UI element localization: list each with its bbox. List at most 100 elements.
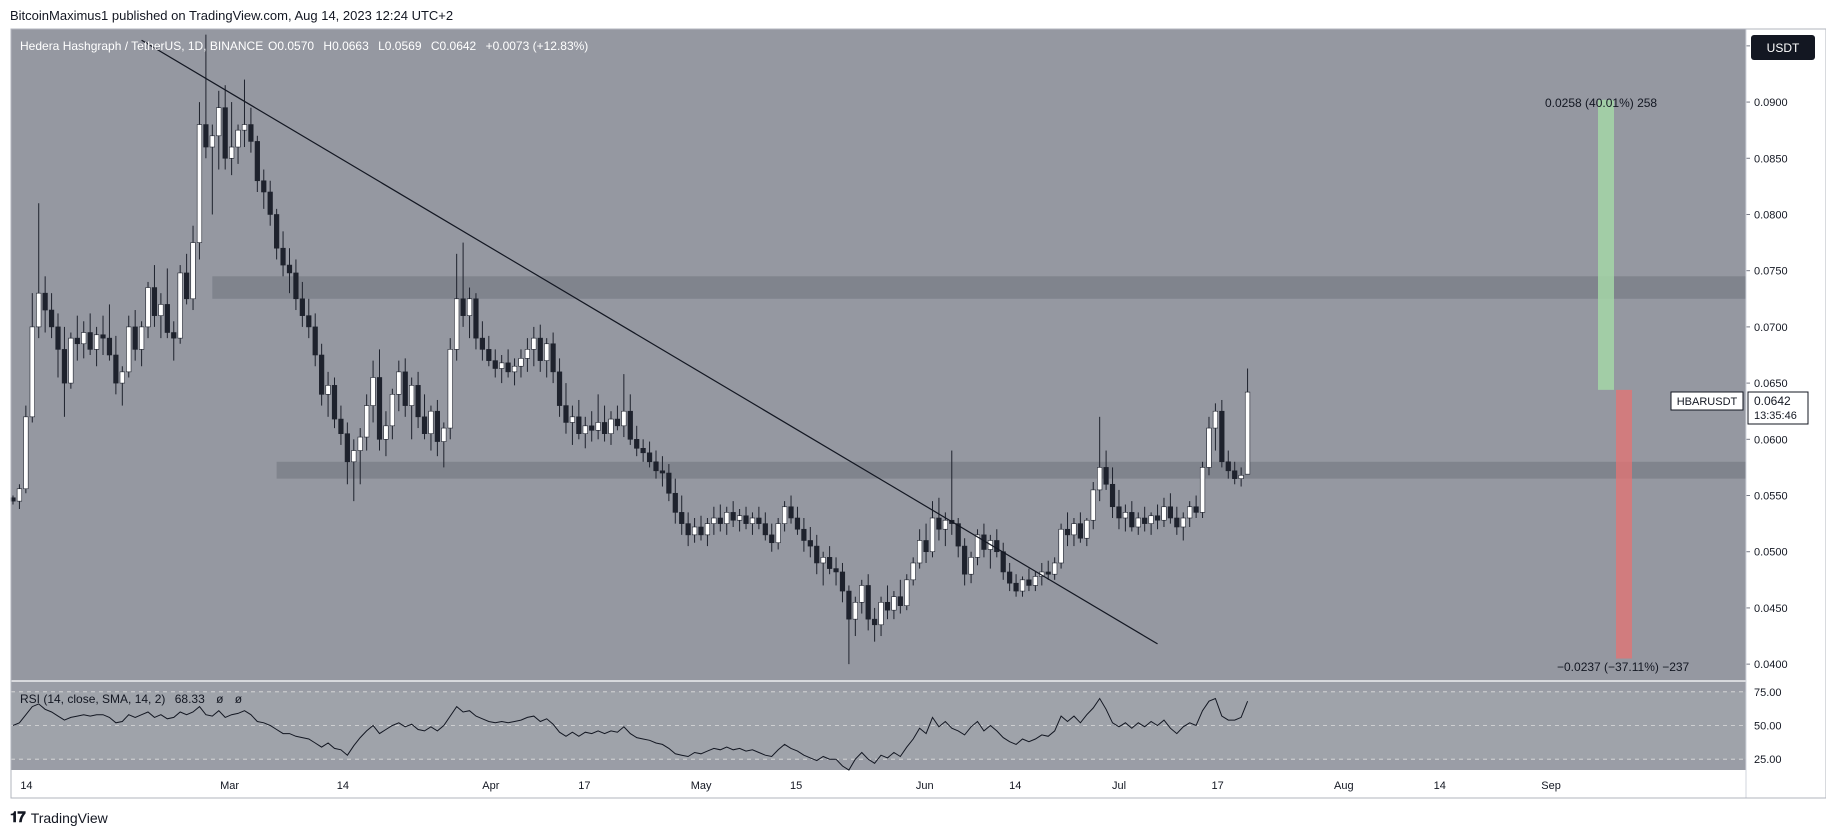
candle-body xyxy=(1077,523,1083,539)
candle xyxy=(171,321,177,361)
candle-body xyxy=(203,124,209,148)
candle-body xyxy=(614,418,621,427)
candle xyxy=(801,518,807,552)
candle-body xyxy=(479,337,485,350)
candle xyxy=(177,265,183,344)
candle-body xyxy=(100,334,106,339)
support-zone[interactable] xyxy=(276,461,1746,479)
candle-body xyxy=(280,247,286,266)
candle-body xyxy=(1219,410,1225,463)
candle xyxy=(81,321,87,359)
candle xyxy=(274,208,280,260)
candle xyxy=(544,338,550,378)
candle xyxy=(833,557,839,586)
candle-body xyxy=(872,618,878,626)
candle xyxy=(1142,506,1148,532)
candle xyxy=(376,349,383,451)
candle-body xyxy=(1167,506,1173,519)
candle xyxy=(679,495,685,535)
time-tick-label: Mar xyxy=(220,780,239,792)
candle-body xyxy=(646,452,653,463)
candle xyxy=(1103,450,1109,490)
candle-body xyxy=(370,377,376,406)
candle xyxy=(486,335,492,367)
candle xyxy=(691,518,698,543)
candle xyxy=(209,124,215,215)
legend-ohlc: O0.0570 H0.0663 L0.0569 C0.0642 +0.0073 … xyxy=(268,39,588,53)
candle-body xyxy=(601,422,608,434)
candle xyxy=(891,591,897,620)
candle-body xyxy=(312,326,318,356)
candle-body xyxy=(994,540,1000,553)
candle xyxy=(582,416,588,449)
candle xyxy=(184,253,190,305)
candle-body xyxy=(891,596,897,611)
candle-body xyxy=(319,354,325,395)
candle-body xyxy=(1000,551,1006,573)
candle xyxy=(1167,493,1173,524)
candle-body xyxy=(865,585,871,620)
candle xyxy=(1058,523,1064,569)
ohlc-l-value: 0.0569 xyxy=(385,39,422,53)
candle-body xyxy=(306,315,312,328)
candle xyxy=(994,529,1000,558)
candle xyxy=(923,523,929,563)
tradingview-logo-icon: 𝟏𝟕 xyxy=(10,809,26,826)
candle xyxy=(229,102,235,176)
candle xyxy=(190,225,196,311)
candle-body xyxy=(254,141,260,182)
candle xyxy=(859,579,865,614)
candle xyxy=(505,349,511,378)
resistance-zone[interactable] xyxy=(212,276,1747,299)
measure-up-box[interactable] xyxy=(1598,99,1614,390)
candle xyxy=(820,551,826,586)
descending-trendline[interactable] xyxy=(141,39,1158,645)
legend-symbol[interactable]: Hedera Hashgraph / TetherUS, 1D, BINANCE xyxy=(20,39,263,53)
candle-body xyxy=(666,472,672,494)
candle xyxy=(511,358,518,386)
candle xyxy=(132,310,138,361)
candle-body xyxy=(113,354,119,384)
candle-body xyxy=(929,517,936,553)
candle-body xyxy=(762,523,768,536)
measure-down-box[interactable] xyxy=(1616,389,1632,659)
candle xyxy=(627,394,633,445)
candle-body xyxy=(717,517,723,524)
candle-body xyxy=(209,135,215,148)
candle xyxy=(42,276,48,333)
candle-body xyxy=(235,129,241,148)
last-price-tag: 0.0642 13:35:46 xyxy=(1747,391,1809,425)
candle-body xyxy=(589,425,595,431)
measure-layer xyxy=(1598,99,1632,659)
candle-body xyxy=(383,425,389,440)
currency-button[interactable]: USDT xyxy=(1751,35,1815,60)
candle-body xyxy=(48,309,55,328)
candle-body xyxy=(177,272,183,339)
symbol-price-tag: HBARUSDT xyxy=(1670,391,1744,411)
candle xyxy=(550,332,556,384)
price-pane-background xyxy=(11,29,1746,681)
candle xyxy=(280,231,286,277)
candle-body xyxy=(1019,579,1026,592)
candle xyxy=(370,360,376,423)
candle xyxy=(1161,497,1167,527)
candle xyxy=(711,506,717,535)
candle xyxy=(241,79,248,148)
candle xyxy=(447,338,453,440)
candle-body xyxy=(711,517,717,524)
time-tick-label: Jun xyxy=(916,780,934,792)
candle xyxy=(717,504,723,532)
rsi-legend: RSI (14, close, SMA, 14, 2) 68.33 ø ø xyxy=(20,692,243,706)
candle-body xyxy=(563,405,569,423)
candle xyxy=(1154,504,1161,530)
candle xyxy=(441,422,447,468)
price-tick-label: 0.0700 xyxy=(1754,322,1788,334)
candle xyxy=(222,85,228,170)
candle xyxy=(827,546,833,575)
candle-body xyxy=(1154,515,1161,521)
tradingview-footer[interactable]: 𝟏𝟕 TradingView xyxy=(10,809,108,826)
candle xyxy=(601,405,608,442)
rsi-line[interactable] xyxy=(12,697,1249,771)
time-tick-label: 14 xyxy=(1434,780,1446,792)
